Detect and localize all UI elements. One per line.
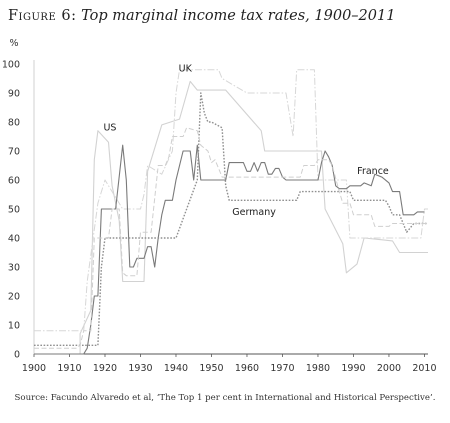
x-tick-label: 1970: [270, 363, 294, 374]
y-tick-label: 40: [8, 234, 20, 245]
x-tick-label: 1990: [341, 363, 365, 374]
figure-title: Figure 6: Top marginal income tax rates,…: [8, 8, 395, 24]
y-tick-label: 90: [8, 89, 20, 100]
unlabeled-series-line: [34, 127, 428, 349]
source-note: Source: Facundo Alvaredo et al, ‘The Top…: [14, 393, 436, 403]
series-label-france: France: [357, 166, 389, 177]
y-tick-label: 70: [8, 147, 20, 158]
x-tick-label: 2010: [412, 363, 436, 374]
x-tick-label: 1900: [22, 363, 46, 374]
chart-lines: [34, 69, 428, 355]
series-label-us: US: [103, 123, 116, 134]
x-tick-label: 2000: [377, 363, 401, 374]
y-tick-label: 100: [2, 60, 20, 71]
y-tick-label: 50: [8, 205, 20, 216]
y-tick-label: 10: [8, 321, 20, 332]
figure-subtitle: Top marginal income tax rates, 1900–2011: [81, 8, 396, 24]
y-tick-label: 0: [14, 350, 20, 361]
y-tick-label: 80: [8, 118, 20, 129]
france-series-line: [34, 144, 425, 355]
y-tick-label: 60: [8, 176, 20, 187]
series-label-uk: UK: [179, 63, 193, 74]
y-axis-unit-label: %: [9, 38, 18, 49]
figure-label: Figure 6:: [8, 8, 77, 24]
x-tick-label: 1980: [306, 363, 330, 374]
x-tick-label: 1940: [164, 363, 188, 374]
us-series-line: [34, 80, 428, 355]
x-tick-label: 1960: [235, 363, 259, 374]
chart-annotations: US UK France Germany: [103, 63, 388, 218]
chart-axes: [33, 60, 428, 357]
y-tick-label: 20: [8, 292, 20, 303]
x-tick-label: 1950: [199, 363, 223, 374]
x-tick-label: 1920: [93, 363, 117, 374]
series-label-germany: Germany: [232, 207, 276, 218]
chart-tick-labels: 1900 1910 1920 1930 1940 1950 1960 1970 1980 1990…: [2, 38, 437, 374]
x-tick-label: 1930: [128, 363, 152, 374]
uk-series-line: [34, 69, 428, 332]
germany-series-line: [34, 92, 428, 346]
x-tick-label: 1910: [57, 363, 81, 374]
y-tick-label: 30: [8, 263, 20, 274]
